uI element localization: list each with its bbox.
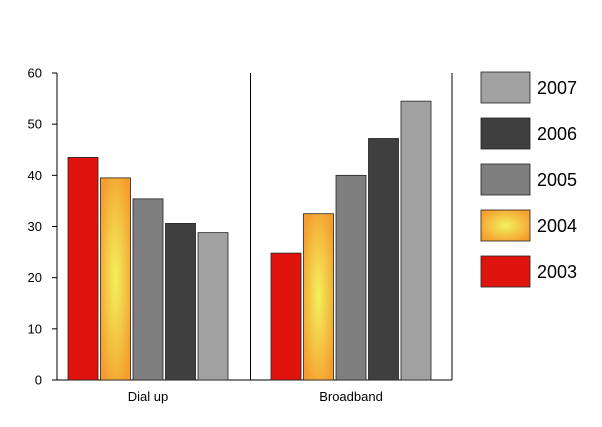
bar-2006-dial-up (165, 223, 196, 381)
y-tick-label: 30 (28, 219, 42, 234)
bars (67, 100, 432, 381)
legend: 2007 2006 2005 2004 2003 (480, 71, 577, 288)
bar-2003-broadband (270, 252, 302, 381)
legend-swatch-2005 (480, 163, 531, 196)
x-category-label: Broadband (319, 389, 383, 404)
bar-2003-dial-up (67, 157, 99, 381)
y-tick-label: 10 (28, 321, 42, 336)
bar-2004-dial-up (100, 177, 131, 381)
y-tick-label: 60 (28, 66, 42, 81)
x-category-label: Dial up (128, 389, 168, 404)
bar-2007-dial-up (197, 232, 229, 381)
legend-label-2005: 2005 (537, 170, 577, 190)
axis-labels: 0 10 20 30 40 50 60 Dial up Broadband (28, 66, 383, 405)
bar-2005-dial-up (132, 198, 164, 381)
y-tick-label: 50 (28, 117, 42, 132)
legend-label-2006: 2006 (537, 124, 577, 144)
legend-label-2003: 2003 (537, 262, 577, 282)
legend-label-2007: 2007 (537, 78, 577, 98)
y-tick-label: 0 (35, 373, 42, 388)
y-tick-label: 20 (28, 270, 42, 285)
legend-label-2004: 2004 (537, 216, 577, 236)
legend-swatch-2003 (480, 255, 531, 288)
bar-2007-broadband (400, 100, 432, 381)
legend-swatch-2006 (480, 117, 531, 150)
bar-2006-broadband (368, 138, 399, 381)
y-tick-label: 40 (28, 168, 42, 183)
legend-swatch-2004 (480, 209, 531, 242)
bar-2005-broadband (335, 174, 367, 381)
legend-swatch-2007 (480, 71, 531, 104)
bar-2004-broadband (303, 213, 334, 381)
